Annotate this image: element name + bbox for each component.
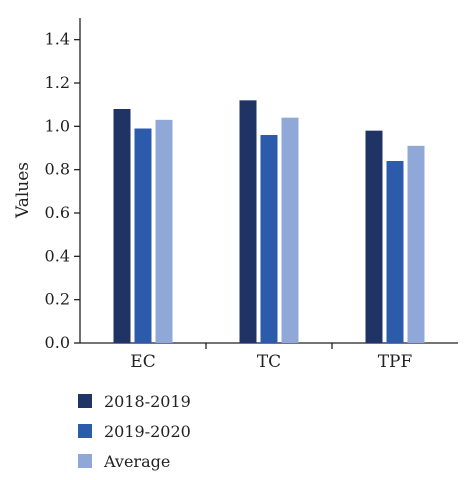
bar-ec-2019-2020 xyxy=(134,128,152,343)
y-tick-label: 0.0 xyxy=(45,333,70,352)
bar-chart: 0.0 0.2 0.4 0.6 0.8 1.0 1.2 1.4 EC TC TPF Values xyxy=(13,18,458,372)
y-tick-label: 1.0 xyxy=(45,116,70,135)
y-tick-label: 0.6 xyxy=(45,203,70,222)
bar-tc-average xyxy=(281,117,299,344)
legend-label: 2019-2020 xyxy=(104,421,191,441)
y-axis-label: Values xyxy=(13,162,33,219)
legend-label: Average xyxy=(104,451,171,471)
legend-swatch xyxy=(78,394,92,408)
bar-tc-2019-2020 xyxy=(260,135,278,343)
legend-swatch xyxy=(78,454,92,468)
y-tick-label: 0.2 xyxy=(45,290,70,309)
bar-ec-2018-2019 xyxy=(113,109,131,343)
y-tick-label: 1.2 xyxy=(45,73,70,92)
y-tick-label: 1.4 xyxy=(45,30,70,49)
x-axis: EC TC TPF xyxy=(80,342,458,372)
bar-tpf-2018-2019 xyxy=(365,130,383,343)
legend-item: 2018-2019 xyxy=(78,388,191,414)
y-axis: 0.0 0.2 0.4 0.6 0.8 1.0 1.2 1.4 xyxy=(45,18,81,352)
x-tick-label: EC xyxy=(130,352,155,372)
bars xyxy=(113,100,425,344)
legend-label: 2018-2019 xyxy=(104,391,191,411)
x-tick-label: TPF xyxy=(378,352,413,372)
bar-tc-2018-2019 xyxy=(239,100,257,343)
x-tick-label: TC xyxy=(257,352,281,372)
legend-swatch xyxy=(78,424,92,438)
legend-item: 2019-2020 xyxy=(78,418,191,444)
y-tick-label: 0.4 xyxy=(45,246,70,265)
bar-tpf-2019-2020 xyxy=(386,161,404,343)
legend: 2018-2019 2019-2020 Average xyxy=(78,388,191,478)
bar-ec-average xyxy=(155,119,173,343)
legend-item: Average xyxy=(78,448,191,474)
y-tick-label: 0.8 xyxy=(45,160,70,179)
bar-tpf-average xyxy=(407,145,425,343)
